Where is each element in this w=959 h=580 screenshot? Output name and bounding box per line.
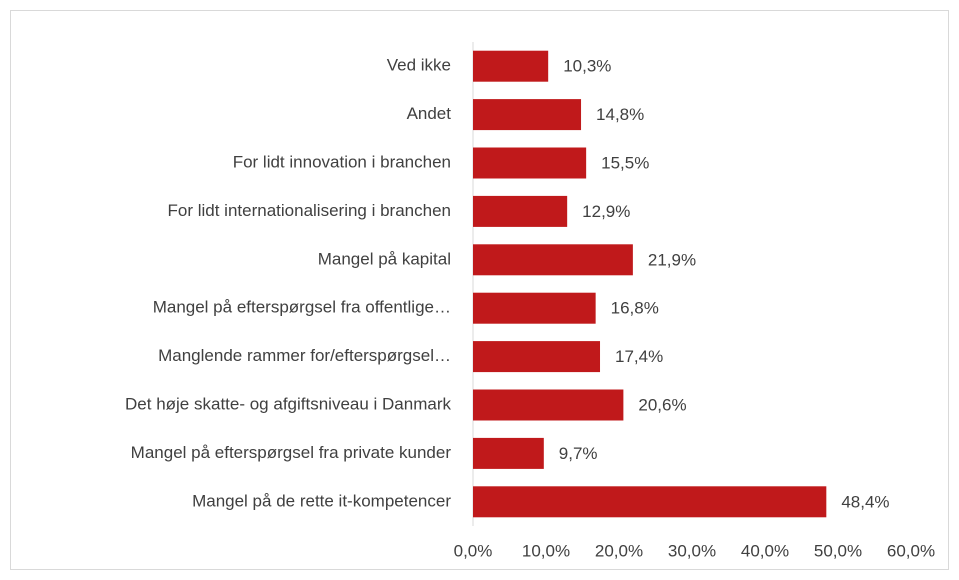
y-tick-label: Ved ikke — [387, 56, 451, 75]
y-tick-label: Mangel på efterspørgsel fra offentlige… — [153, 298, 451, 317]
chart-frame — [10, 10, 949, 570]
y-tick-label: Manglende rammer for/efterspørgsel… — [158, 346, 451, 365]
y-tick-label: Mangel på efterspørgsel fra private kund… — [131, 443, 452, 462]
y-tick-label: Mangel på de rette it-kompetencer — [192, 491, 451, 510]
x-tick-label: 10,0% — [522, 541, 570, 560]
bar — [473, 195, 568, 227]
x-tick-label: 40,0% — [741, 541, 789, 560]
bar — [473, 389, 624, 421]
x-tick-label: 20,0% — [595, 541, 643, 560]
bar — [473, 486, 827, 518]
bar — [473, 341, 601, 373]
value-label: 48,4% — [841, 492, 889, 511]
y-tick-label: For lidt innovation i branchen — [233, 152, 451, 171]
x-tick-label: 30,0% — [668, 541, 716, 560]
bar — [473, 437, 544, 469]
bar — [473, 292, 596, 324]
y-tick-label: For lidt internationalisering i branchen — [168, 201, 452, 220]
value-label: 14,8% — [596, 105, 644, 124]
value-label: 12,9% — [582, 202, 630, 221]
value-label: 10,3% — [563, 57, 611, 76]
value-label: 17,4% — [615, 347, 663, 366]
x-tick-label: 60,0% — [887, 541, 935, 560]
bar — [473, 99, 582, 131]
bar — [473, 50, 549, 82]
value-label: 21,9% — [648, 250, 696, 269]
value-label: 9,7% — [559, 444, 598, 463]
value-label: 16,8% — [611, 299, 659, 318]
y-tick-label: Andet — [407, 104, 452, 123]
y-tick-label: Mangel på kapital — [318, 249, 451, 268]
value-label: 15,5% — [601, 153, 649, 172]
bar — [473, 244, 633, 276]
x-tick-label: 50,0% — [814, 541, 862, 560]
bar — [473, 147, 587, 179]
y-tick-label: Det høje skatte- og afgiftsniveau i Danm… — [125, 394, 451, 413]
x-tick-label: 0,0% — [454, 541, 493, 560]
value-label: 20,6% — [638, 395, 686, 414]
